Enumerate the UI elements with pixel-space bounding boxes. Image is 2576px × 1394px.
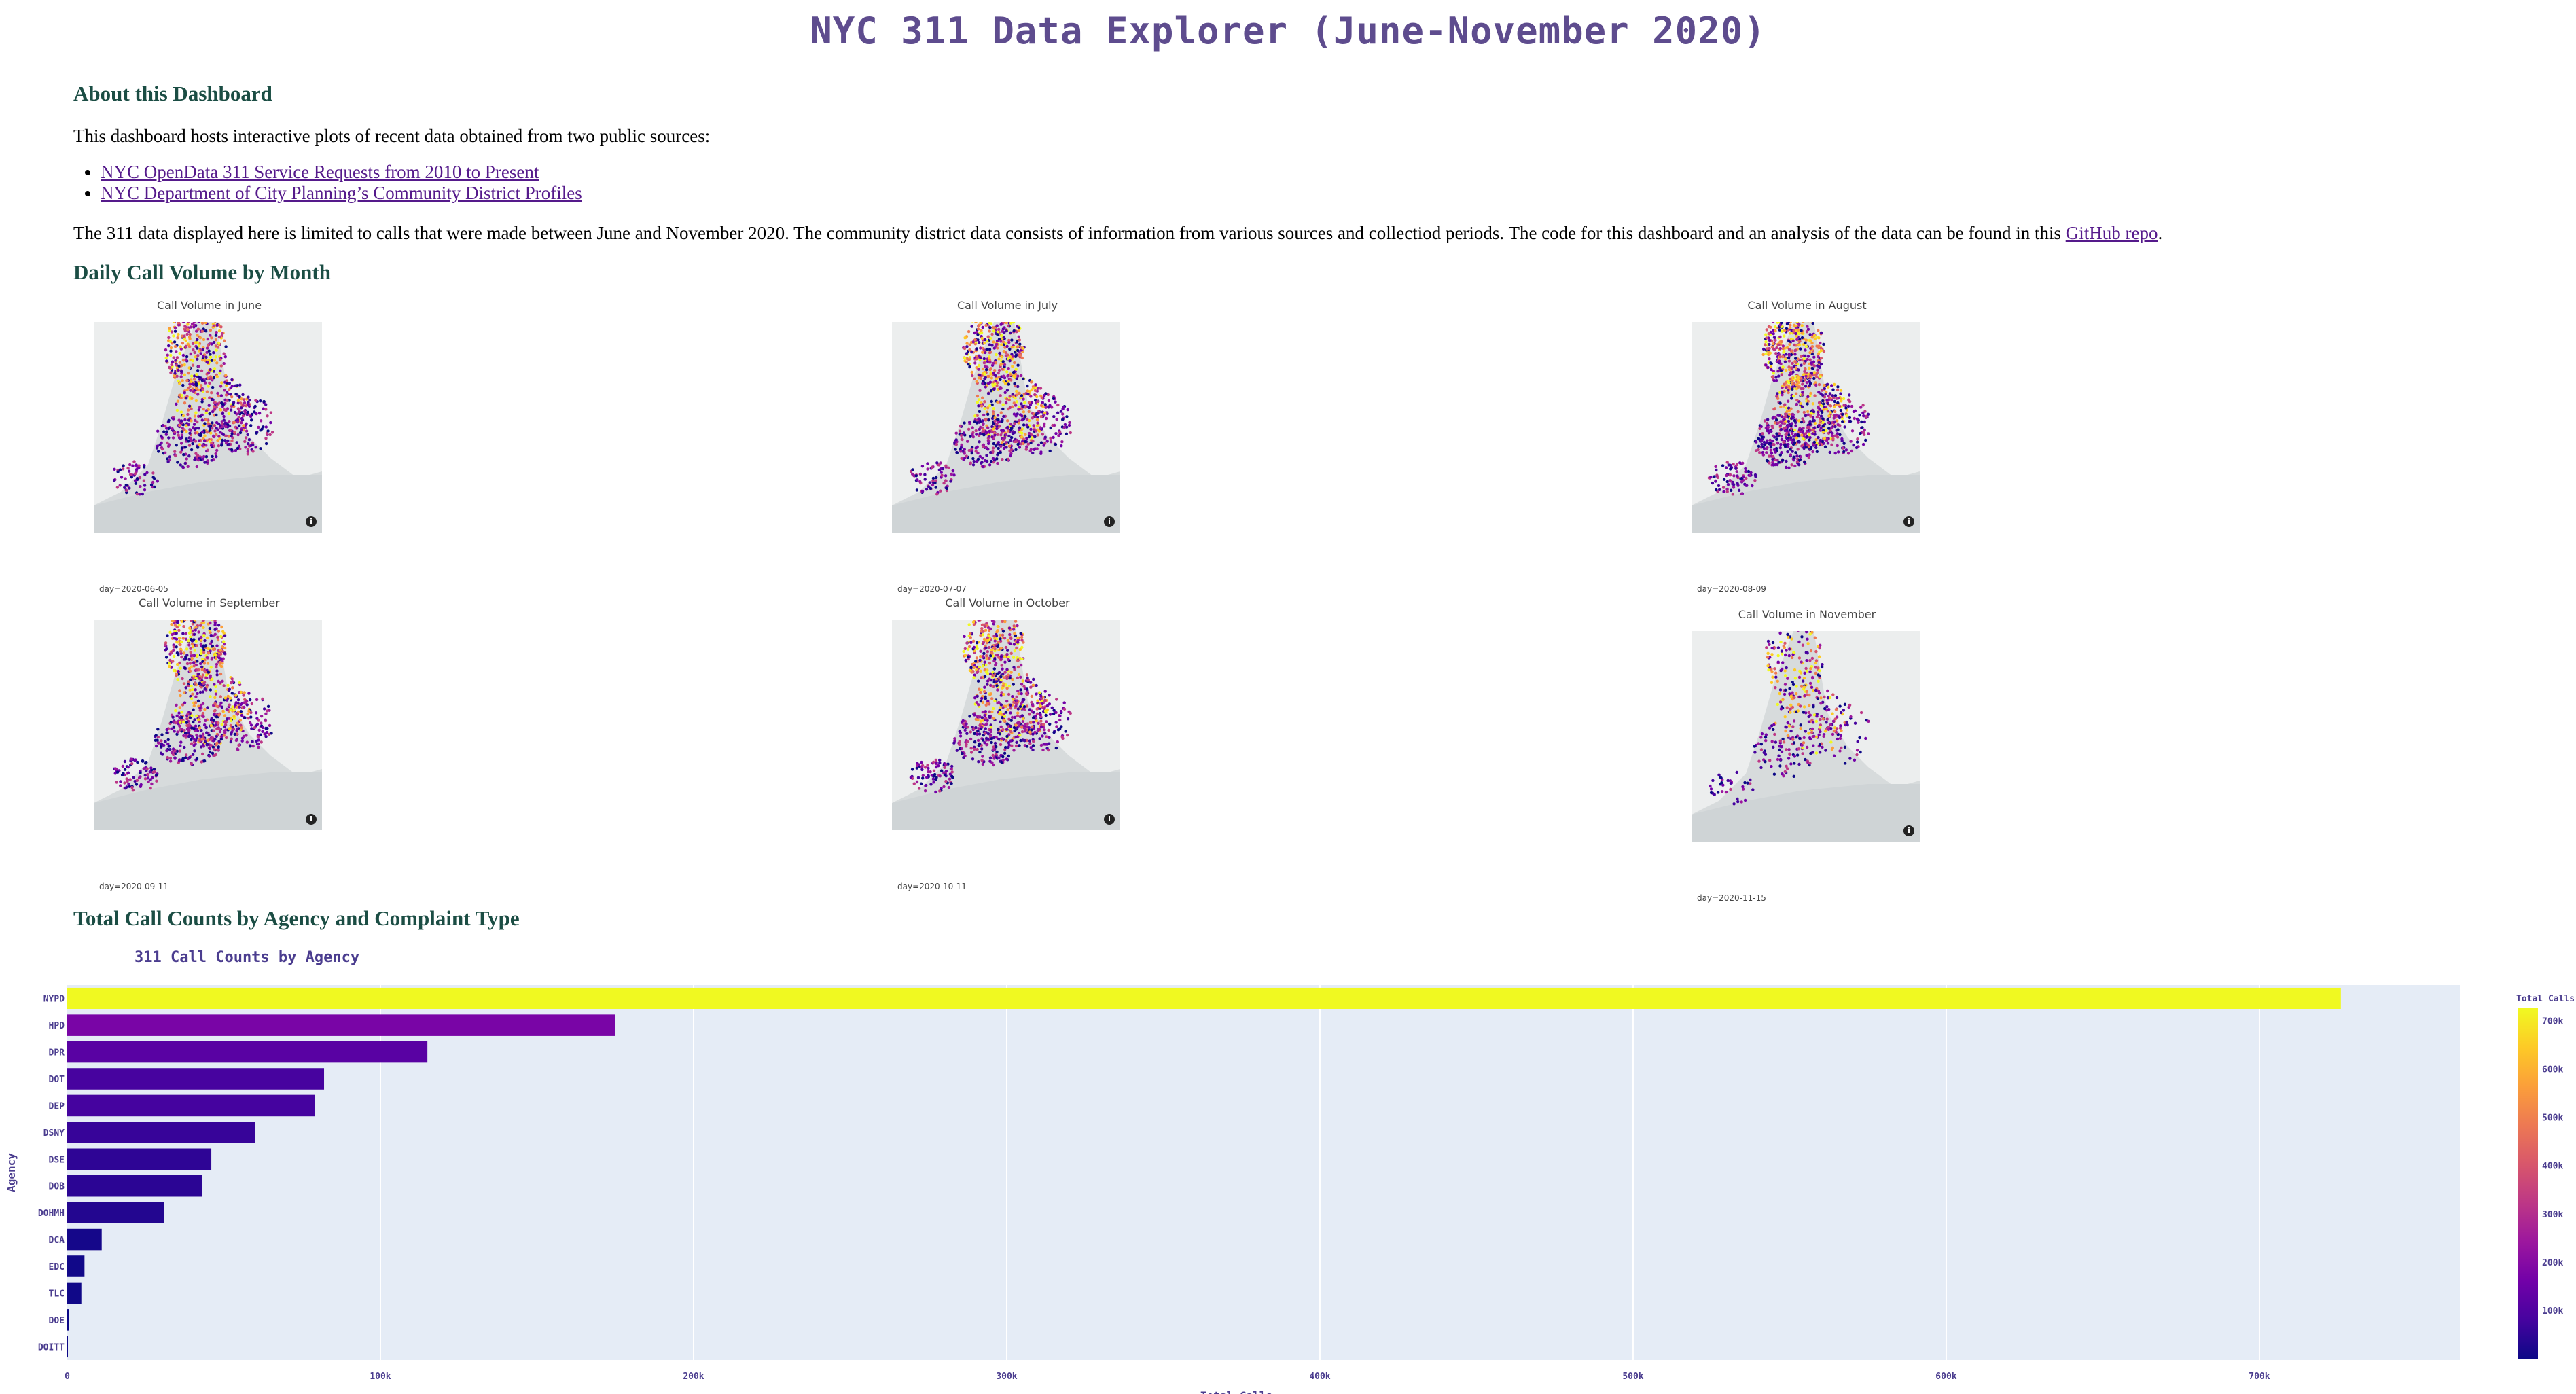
colorbar-tick-label: 300k xyxy=(2542,1210,2563,1220)
bar[interactable] xyxy=(67,1282,82,1304)
y-tick-label: DCA xyxy=(49,1236,65,1246)
map-title: Call Volume in November xyxy=(1738,608,1876,621)
github-repo-link[interactable]: GitHub repo xyxy=(2065,223,2158,243)
info-icon[interactable]: i xyxy=(1104,516,1115,527)
colorbar xyxy=(2518,1008,2538,1359)
about-body-text: The 311 data displayed here is limited t… xyxy=(73,223,2066,243)
y-tick-label: DPR xyxy=(49,1048,65,1058)
info-icon[interactable]: i xyxy=(1903,516,1914,527)
call-volume-map[interactable]: i xyxy=(892,620,1120,830)
call-volume-map[interactable]: i xyxy=(1692,631,1920,842)
source-item: NYC OpenData 311 Service Requests from 2… xyxy=(101,162,582,183)
map-title: Call Volume in September xyxy=(139,596,280,609)
source-item: NYC Department of City Planning’s Commun… xyxy=(101,183,582,204)
colorbar-tick-label: 100k xyxy=(2542,1306,2563,1317)
x-tick-label: 300k xyxy=(996,1372,1017,1382)
agency-bar-chart[interactable]: 311 Call Counts by Agency 0 100k 200k 300k 40… xyxy=(0,944,2576,1394)
bar[interactable] xyxy=(67,1336,68,1358)
bar[interactable] xyxy=(67,1255,85,1277)
day-slider-label: day=2020-11-15 xyxy=(1697,893,1766,903)
x-tick-label: 600k xyxy=(1935,1372,1956,1382)
bar[interactable] xyxy=(67,1309,69,1331)
day-slider-label: day=2020-06-05 xyxy=(99,584,168,594)
about-body: The 311 data displayed here is limited t… xyxy=(73,222,2162,244)
map-title: Call Volume in August xyxy=(1747,299,1867,312)
map-panel: Call Volume in July i day=2020-07-07 xyxy=(872,299,1120,601)
y-tick-label: DSE xyxy=(49,1155,65,1165)
map-panel: Call Volume in June i day=2020-06-05 xyxy=(73,299,322,601)
bar[interactable] xyxy=(67,1148,212,1170)
y-axis-title: Agency xyxy=(5,1153,18,1192)
source-list: NYC OpenData 311 Service Requests from 2… xyxy=(73,162,582,204)
day-slider-label: day=2020-08-09 xyxy=(1697,584,1766,594)
info-icon[interactable]: i xyxy=(306,516,317,527)
bar[interactable] xyxy=(67,1068,325,1090)
x-tick-label: 500k xyxy=(1622,1372,1643,1382)
bar[interactable] xyxy=(67,1175,202,1197)
x-tick-label: 400k xyxy=(1309,1372,1330,1382)
daily-heading: Daily Call Volume by Month xyxy=(73,260,331,284)
y-tick-label: DOITT xyxy=(38,1342,65,1353)
bar[interactable] xyxy=(67,1041,428,1063)
info-icon[interactable]: i xyxy=(1104,814,1115,825)
call-volume-map[interactable]: i xyxy=(1692,322,1920,533)
y-tick-label: DOE xyxy=(49,1316,65,1326)
about-body-end: . xyxy=(2158,223,2163,243)
info-icon[interactable]: i xyxy=(306,814,317,825)
x-tick-label: 700k xyxy=(2249,1372,2270,1382)
chart-title: 311 Call Counts by Agency xyxy=(135,949,359,966)
colorbar-title: Total Calls xyxy=(2516,994,2575,1004)
plot-area xyxy=(67,985,2460,1360)
y-tick-label: DEP xyxy=(49,1101,65,1111)
call-volume-map[interactable]: i xyxy=(94,322,322,533)
bar[interactable] xyxy=(67,1228,102,1251)
colorbar-tick-label: 500k xyxy=(2542,1113,2563,1124)
colorbar-tick-label: 200k xyxy=(2542,1258,2563,1268)
x-tick-label: 100k xyxy=(370,1372,391,1382)
colorbar-tick-label: 600k xyxy=(2542,1065,2563,1075)
map-panel: Call Volume in September i day=2020-09-11 xyxy=(73,596,322,899)
opendata-311-link[interactable]: NYC OpenData 311 Service Requests from 2… xyxy=(101,162,539,182)
about-intro: This dashboard hosts interactive plots o… xyxy=(73,126,711,146)
totals-heading: Total Call Counts by Agency and Complain… xyxy=(73,906,520,930)
x-axis-title: Total Calls xyxy=(1200,1389,1272,1394)
info-icon[interactable]: i xyxy=(1903,825,1914,836)
map-panel: Call Volume in November i day=2020-11-15 xyxy=(1671,608,1920,910)
call-volume-map[interactable]: i xyxy=(892,322,1120,533)
y-tick-label: EDC xyxy=(49,1262,65,1272)
dcp-profiles-link[interactable]: NYC Department of City Planning’s Commun… xyxy=(101,183,582,203)
y-tick-label: DOB xyxy=(49,1182,65,1192)
colorbar-tick-label: 700k xyxy=(2542,1016,2563,1026)
y-tick-label: DOT xyxy=(49,1075,65,1085)
bar[interactable] xyxy=(67,1202,164,1223)
bar[interactable] xyxy=(67,987,2341,1009)
day-slider-label: day=2020-09-11 xyxy=(99,882,168,891)
y-tick-label: HPD xyxy=(49,1021,65,1031)
day-slider-label: day=2020-07-07 xyxy=(897,584,967,594)
y-tick-label: TLC xyxy=(49,1289,65,1299)
y-tick-label: DSNY xyxy=(43,1128,65,1139)
y-tick-label: DOHMH xyxy=(38,1209,65,1219)
colorbar-tick-label: 400k xyxy=(2542,1162,2563,1172)
day-slider-label: day=2020-10-11 xyxy=(897,882,967,891)
map-title: Call Volume in October xyxy=(945,596,1070,609)
call-volume-map[interactable]: i xyxy=(94,620,322,830)
about-heading: About this Dashboard xyxy=(73,82,272,105)
bar[interactable] xyxy=(67,1014,615,1036)
y-tick-label: NYPD xyxy=(43,995,65,1005)
map-panel: Call Volume in August i day=2020-08-09 xyxy=(1671,299,1920,601)
x-tick-label: 0 xyxy=(65,1372,70,1382)
map-title: Call Volume in July xyxy=(957,299,1058,312)
x-tick-label: 200k xyxy=(683,1372,704,1382)
bar[interactable] xyxy=(67,1122,255,1143)
page-title: NYC 311 Data Explorer (June-November 202… xyxy=(810,10,1766,52)
map-title: Call Volume in June xyxy=(156,299,262,312)
bar[interactable] xyxy=(67,1094,315,1117)
map-panel: Call Volume in October i day=2020-10-11 xyxy=(872,596,1120,899)
